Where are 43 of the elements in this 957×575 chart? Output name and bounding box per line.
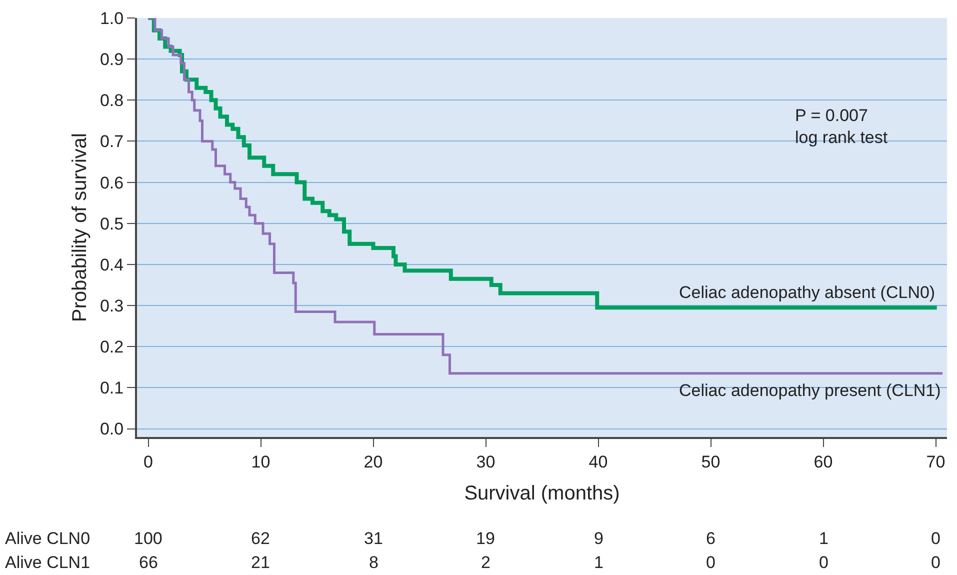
x-tick-label: 20 — [364, 452, 383, 472]
y-tick-label: 1.0 — [100, 8, 124, 28]
text: 66 — [139, 553, 158, 572]
text: 0 — [706, 553, 716, 572]
annotation: P = 0.007 — [795, 106, 868, 125]
text: 2 — [481, 553, 490, 572]
y-tick-label: 0.6 — [100, 173, 124, 192]
text: 8 — [369, 553, 378, 572]
y-axis-title: Probability of survival — [69, 133, 91, 322]
text: 6 — [706, 529, 716, 548]
text: 0 — [819, 553, 828, 572]
series-label: Celiac adenopathy absent (CLN0) — [679, 283, 936, 302]
text: 0 — [931, 529, 940, 548]
x-tick-label: 40 — [588, 452, 608, 472]
text: 1 — [594, 553, 604, 572]
text: 100 — [134, 529, 162, 548]
series-label: Celiac adenopathy present (CLN1) — [679, 381, 941, 400]
text: 1 — [819, 529, 828, 548]
x-tick-label: 10 — [251, 452, 270, 472]
y-tick-label: 0.9 — [100, 50, 124, 70]
x-tick-label: 60 — [814, 452, 833, 472]
y-tick-label: 0.0 — [100, 420, 124, 439]
y-tick-label: 0.3 — [100, 296, 124, 316]
x-tick-label: 0 — [144, 452, 153, 472]
text: Alive CLN1 — [5, 553, 90, 572]
text: 9 — [594, 529, 604, 548]
y-tick-label: 0.2 — [100, 338, 124, 357]
text: 62 — [251, 529, 270, 548]
y-tick-label: 0.8 — [100, 91, 124, 110]
text: Alive CLN0 — [5, 529, 90, 548]
y-tick-label: 0.1 — [100, 378, 124, 398]
text: 0 — [931, 553, 940, 572]
text: 31 — [364, 529, 383, 548]
text: 19 — [476, 529, 495, 548]
x-tick-label: 30 — [476, 452, 496, 472]
x-tick-label: 50 — [701, 452, 720, 472]
x-axis-title: Survival (months) — [464, 482, 620, 504]
text: 21 — [251, 553, 270, 572]
annotation: log rank test — [795, 128, 888, 147]
y-tick-label: 0.5 — [100, 214, 124, 234]
y-tick-label: 0.4 — [100, 255, 124, 274]
y-tick-label: 0.7 — [100, 132, 124, 152]
x-tick-label: 70 — [926, 452, 946, 472]
